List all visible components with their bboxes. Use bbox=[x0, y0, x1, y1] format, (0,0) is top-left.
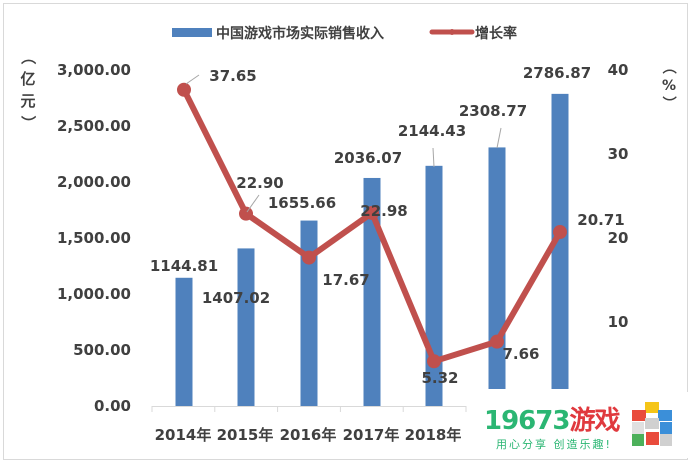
y2-tick-label: 10 bbox=[608, 313, 629, 331]
line-value-label: 22.90 bbox=[236, 174, 283, 192]
growth-marker bbox=[177, 82, 191, 97]
bar bbox=[363, 177, 381, 406]
growth-marker bbox=[239, 206, 253, 221]
logo-slogan: 用心分享 创造乐趣! bbox=[496, 438, 612, 451]
legend-line-label: 增长率 bbox=[475, 25, 517, 42]
line-value-label: 5.32 bbox=[421, 369, 458, 387]
line-value-label: 37.65 bbox=[209, 67, 256, 85]
line-value-label: 22.98 bbox=[360, 202, 407, 220]
y-tick-label: 3,000.00 bbox=[57, 61, 131, 79]
x-tick-label: 2015年 bbox=[217, 426, 274, 444]
growth-marker bbox=[427, 354, 441, 369]
bar-value-label: 1144.81 bbox=[150, 257, 218, 275]
y-axis-unit: （ bbox=[19, 49, 37, 64]
bar-value-label: 1407.02 bbox=[202, 289, 270, 307]
bar-value-label: 2036.07 bbox=[334, 149, 402, 167]
bar-value-label: 1655.66 bbox=[268, 194, 336, 212]
y-axis-unit: ） bbox=[19, 115, 37, 130]
line-value-label: 20.71 bbox=[577, 211, 624, 229]
x-tick-label: 2016年 bbox=[280, 426, 337, 444]
y2-tick-label: 20 bbox=[608, 229, 629, 247]
y-tick-label: 2,000.00 bbox=[57, 173, 131, 191]
legend-bar-label: 中国游戏市场实际销售收入 bbox=[216, 25, 384, 42]
bar bbox=[237, 248, 255, 406]
y-tick-label: 1,000.00 bbox=[57, 285, 131, 303]
y-tick-label: 500.00 bbox=[73, 341, 131, 359]
y2-axis-unit: % bbox=[662, 78, 676, 94]
leader-line bbox=[496, 127, 502, 149]
leader-line bbox=[246, 194, 260, 213]
growth-marker bbox=[553, 225, 567, 240]
bar-value-label: 2144.43 bbox=[398, 122, 466, 140]
y2-axis-unit: （ bbox=[660, 60, 676, 74]
y2-tick-label: 30 bbox=[608, 145, 629, 163]
legend-line-marker bbox=[449, 29, 455, 35]
x-tick-label: 2017年 bbox=[343, 426, 400, 444]
y2-tick-label: 40 bbox=[608, 61, 629, 79]
legend-bar-swatch bbox=[172, 28, 212, 37]
x-tick-label: 2014年 bbox=[155, 426, 212, 444]
y-tick-label: 1,500.00 bbox=[57, 229, 131, 247]
logo-number: 19673 bbox=[484, 406, 570, 436]
bar bbox=[300, 220, 318, 406]
logo-brand: 游戏 bbox=[569, 406, 620, 436]
leader-line bbox=[185, 74, 200, 85]
bar-value-label: 2786.87 bbox=[523, 64, 591, 82]
bar bbox=[175, 277, 193, 406]
leader-line bbox=[432, 147, 435, 168]
growth-marker bbox=[365, 205, 379, 220]
cube-icon bbox=[632, 402, 672, 446]
bar bbox=[551, 93, 569, 390]
y-axis-unit: 亿 bbox=[20, 70, 35, 88]
line-value-label: 17.67 bbox=[322, 271, 369, 289]
watermark-logo: 19673游戏 用心分享 创造乐趣! bbox=[478, 392, 688, 458]
growth-marker bbox=[490, 334, 504, 349]
growth-marker bbox=[302, 250, 316, 265]
y2-axis-unit: ） bbox=[660, 96, 676, 110]
line-value-label: 7.66 bbox=[502, 345, 539, 363]
y-axis-unit: 元 bbox=[20, 92, 35, 110]
y-tick-label: 0.00 bbox=[94, 397, 131, 415]
y-tick-label: 2,500.00 bbox=[57, 117, 131, 135]
bar-value-label: 2308.77 bbox=[459, 102, 527, 120]
x-tick-label: 2018年 bbox=[405, 426, 462, 444]
